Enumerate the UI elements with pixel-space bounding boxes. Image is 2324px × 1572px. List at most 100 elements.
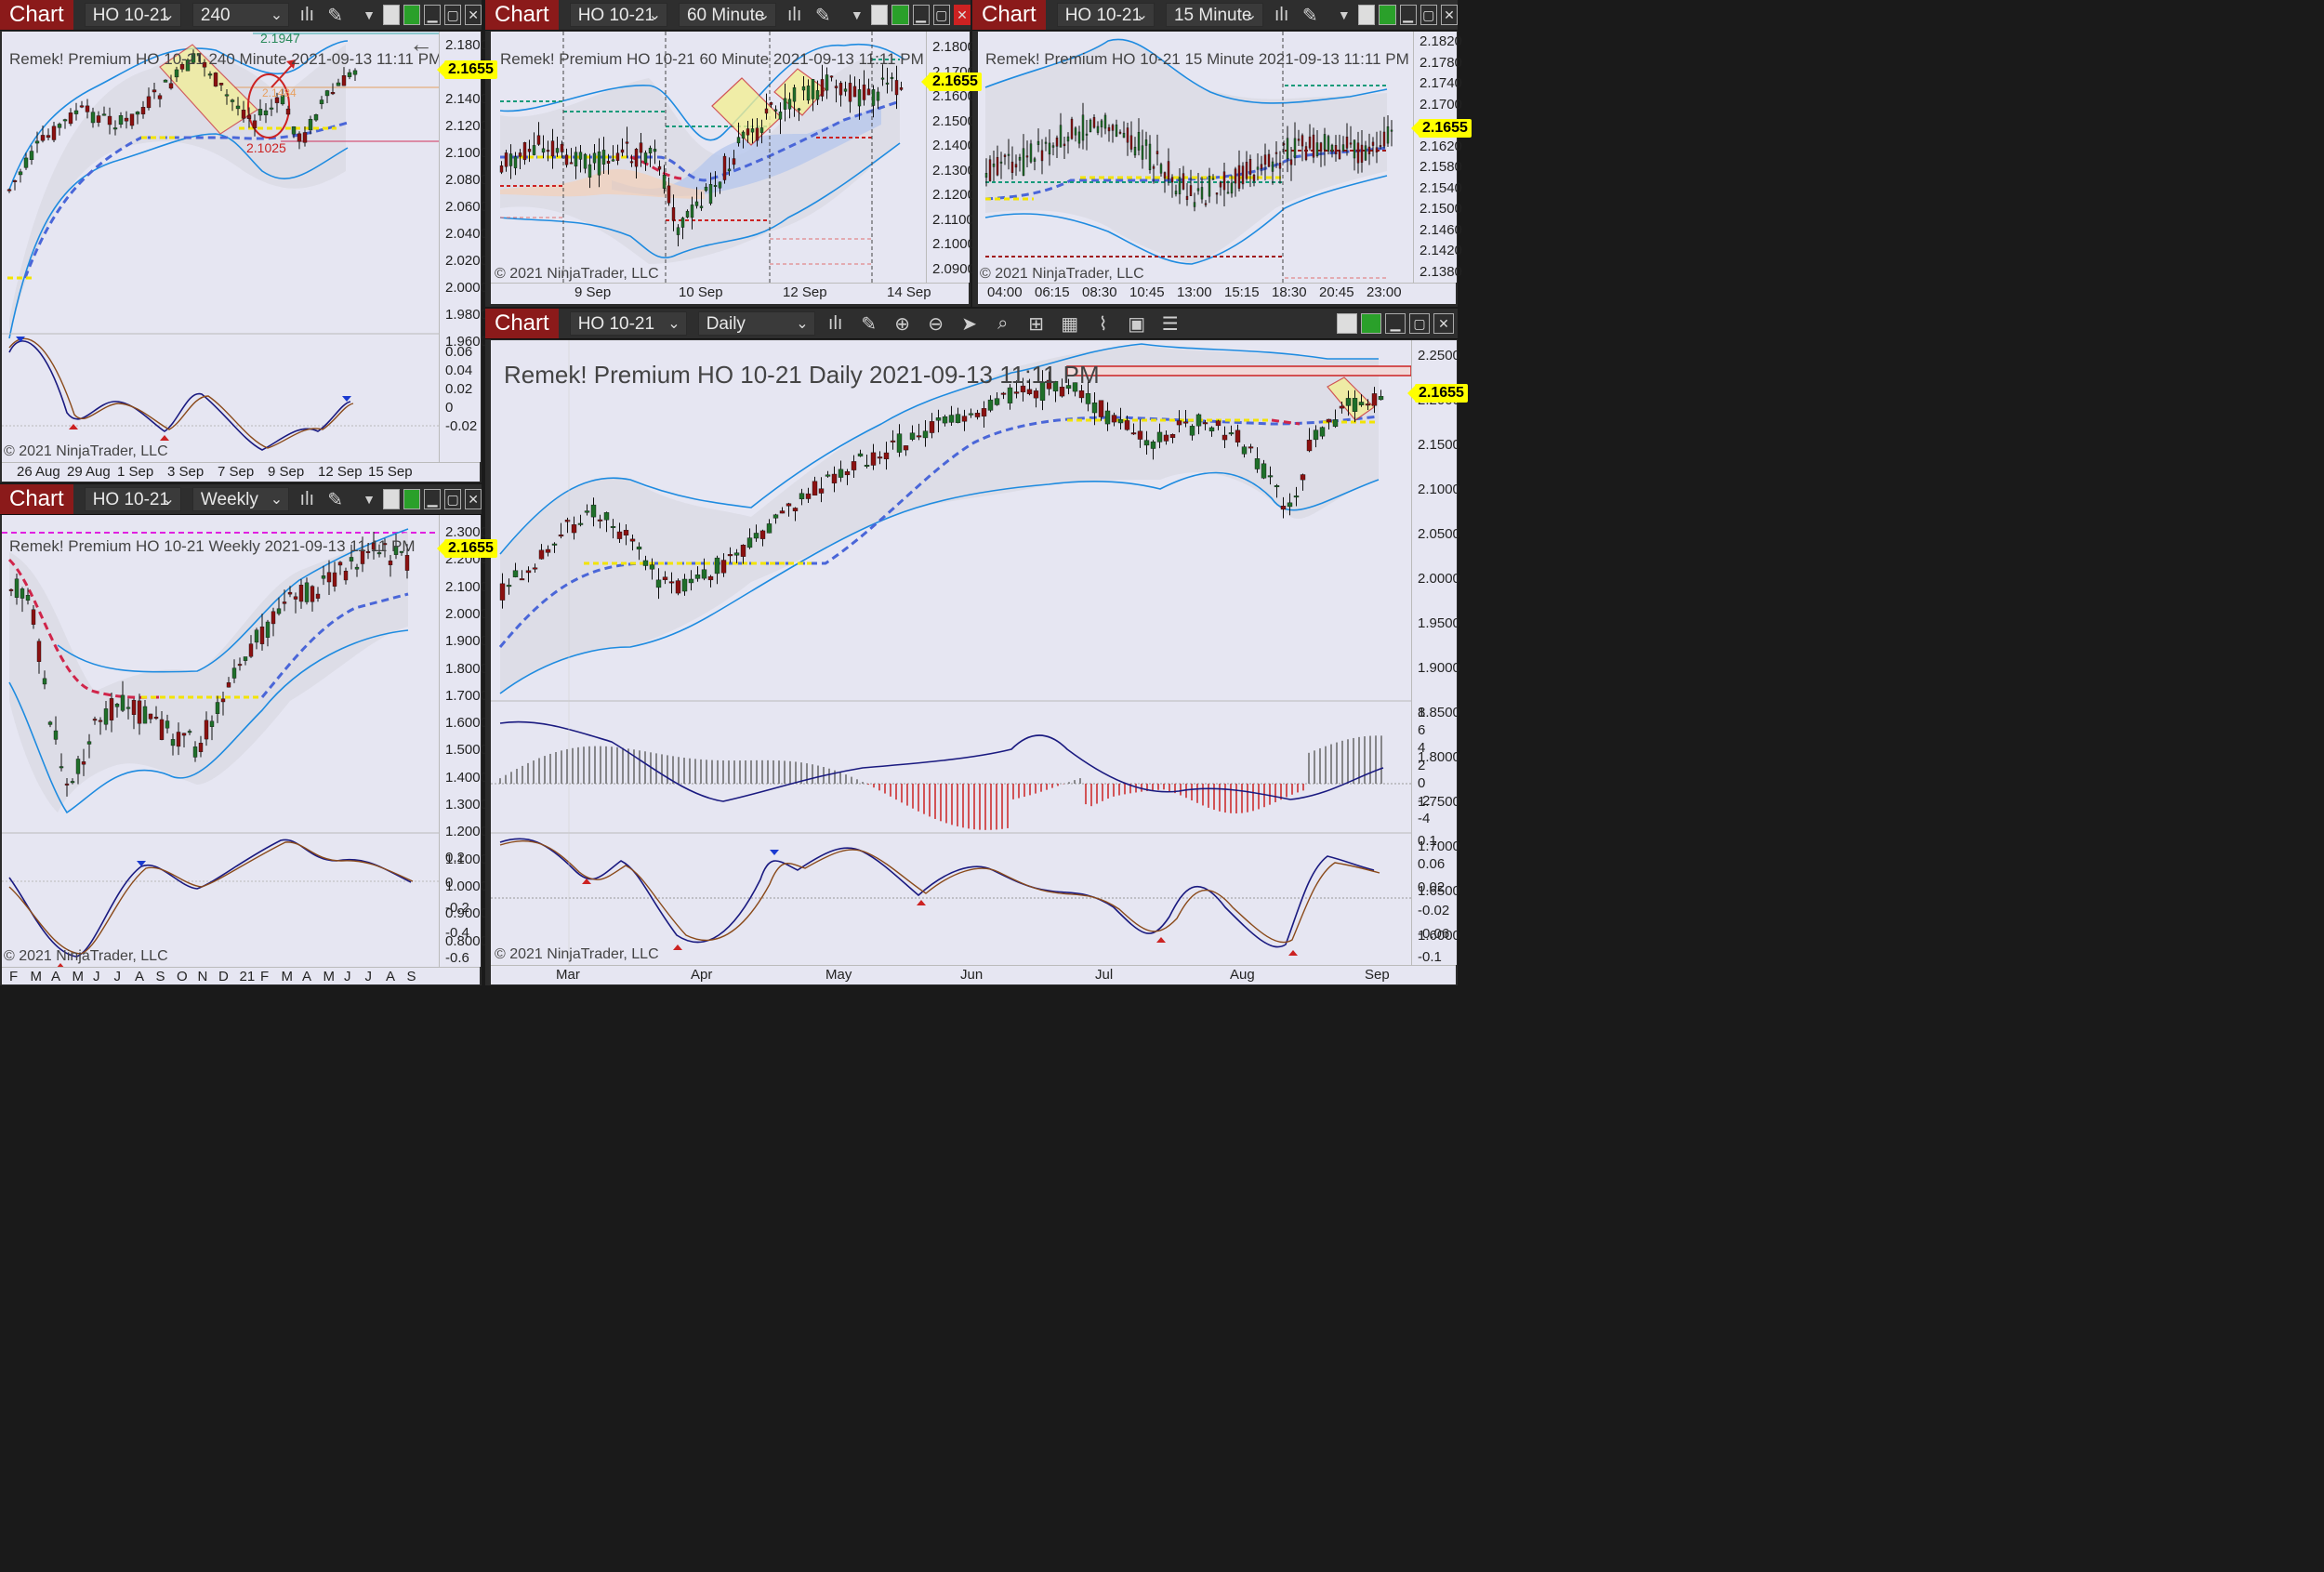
price-panel[interactable]: Remek! Premium HO 10-21 15 Minute 2021-0… [978,32,1413,283]
dropdown-arrow-icon[interactable]: ▼ [363,492,376,507]
minimize-icon[interactable]: ▁ [1399,5,1417,25]
chart-label[interactable]: Chart [0,0,73,30]
chart-label[interactable]: Chart [972,0,1046,30]
window-option-icon[interactable] [871,5,889,25]
chart-window-240min[interactable]: Chart HO 10-21⌄ 240 Minute⌄ ılı ✎ ▼ ▁ ▢ … [0,0,488,482]
dropdown-arrow-icon[interactable]: ▼ [850,7,864,22]
price-panel[interactable]: Remek! Premium HO 10-21 Daily 2021-09-13… [491,340,1411,965]
instrument-select[interactable]: HO 10-21 ⌄ [84,487,181,511]
link-green-icon[interactable] [891,5,909,25]
window-option-icon[interactable] [1337,313,1357,334]
price-axis[interactable]: 2.18202.17802.17402.17002.16602.16202.15… [1413,32,1462,283]
chart-label[interactable]: Chart [485,0,559,30]
time-axis[interactable]: F M A M J J A S O N D 21 F M A M J J A S [2,967,480,984]
zoom-in-icon[interactable]: ⊕ [894,313,911,335]
candle-body [40,135,46,141]
time-axis[interactable]: 9 Sep 10 Sep 12 Sep 14 Sep [491,283,969,304]
bar-type-icon[interactable]: ılı [827,312,843,334]
candle-body [1182,173,1185,190]
drawing-tool-icon[interactable]: ✎ [1301,5,1318,26]
back-arrow-icon[interactable]: ← [409,32,433,58]
maximize-icon[interactable]: ▢ [444,489,462,509]
x-tick-label: M [30,969,43,984]
price-panel[interactable]: 2.1947 2.1025 2.1484 ← Remek! Premium HO… [2,32,439,462]
chart-window-60min[interactable]: Chart HO 10-21 ⌄ 60 Minute ⌄ ılı ✎ ▼ ▁ ▢ ✕ [485,0,975,307]
interval-select[interactable]: Daily ⌄ [697,311,815,336]
templates-icon[interactable]: ▣ [1128,313,1146,335]
data-box-icon[interactable]: ⌕ [997,312,1009,334]
candle-body [639,142,643,153]
zoom-out-icon[interactable]: ⊖ [928,313,944,335]
candle-body [811,79,815,99]
chart-window-daily[interactable]: Chart HO 10-21 ⌄ Daily ⌄ ılı ✎ ⊕ ⊖ ➤ ⌕ ⊞ ▦… [485,309,1460,985]
chart-label[interactable]: Chart [0,484,73,514]
maximize-icon[interactable]: ▢ [1419,5,1437,25]
drawing-tool-icon[interactable]: ✎ [327,5,344,26]
close-icon[interactable]: ✕ [953,5,971,25]
close-icon[interactable]: ✕ [1433,313,1454,334]
price-axis[interactable]: 2.3000 2.2000 2.1000 2.0000 1.9000 1.8000 1.70… [439,515,488,967]
price-axis[interactable]: 2.1800 2.1700 2.1600 2.1500 2.1400 2.1300 2.12… [926,32,975,283]
price-panel[interactable]: Remek! Premium HO 10-21 Weekly 2021-09-1… [2,515,439,967]
close-icon[interactable]: ✕ [1440,5,1459,25]
instrument-select[interactable]: HO 10-21 ⌄ [1056,3,1155,27]
drawing-tool-icon[interactable]: ✎ [861,313,878,335]
window-option-icon[interactable] [1358,5,1376,25]
properties-icon[interactable]: ☰ [1161,313,1179,335]
time-axis[interactable]: Mar Apr May Jun Jul Aug Sep [491,965,1456,984]
minimize-icon[interactable]: ▁ [912,5,930,25]
candle-body [1308,136,1312,149]
interval-select[interactable]: 15 Minute ⌄ [1165,3,1264,27]
link-green-icon[interactable] [403,489,421,509]
window-option-icon[interactable] [383,5,401,25]
maximize-icon[interactable]: ▢ [1409,313,1430,334]
bar-type-icon[interactable]: ılı [299,4,315,25]
interval-select[interactable]: 240 Minute⌄ [191,3,290,49]
price-axis[interactable]: 2.25002.20002.15002.10002.05002.00001.95… [1411,340,1460,965]
bar-type-icon[interactable]: ılı [299,488,315,509]
interval-select[interactable]: 60 Minute ⌄ [678,3,777,27]
instrument-select[interactable]: HO 10-21 ⌄ [569,3,667,27]
candle-body [62,119,68,122]
link-green-icon[interactable] [1379,5,1396,25]
price-panel[interactable]: Remek! Premium HO 10-21 60 Minute 2021-0… [491,32,926,283]
y-tick-label: 2.1200 [932,187,975,203]
x-tick-label: D [218,969,229,984]
maximize-icon[interactable]: ▢ [444,5,462,25]
strategies-icon[interactable]: ⌇ [1098,313,1108,335]
time-axis[interactable]: 04:00 06:15 08:30 10:45 13:00 15:15 18:30 20:45… [978,283,1456,304]
price-axis[interactable]: 2.18002.16002.14002.12002.10002.08002.06… [439,32,488,462]
instrument-link-icon[interactable]: ⊞ [1028,313,1045,335]
bar-type-icon[interactable]: ılı [786,4,802,25]
y-tick-label: 2.0500 [1418,526,1460,542]
close-icon[interactable]: ✕ [465,489,482,509]
link-green-icon[interactable] [1361,313,1381,334]
pointer-icon[interactable]: ➤ [961,313,978,335]
chart-window-15min[interactable]: Chart HO 10-21 ⌄ 15 Minute ⌄ ılı ✎ ▼ ▁ ▢ ✕… [972,0,1462,307]
dropdown-arrow-icon[interactable]: ▼ [1337,7,1351,22]
instrument-select[interactable]: HO 10-21 ⌄ [84,3,181,27]
instrument-select[interactable]: HO 10-21 ⌄ [569,311,687,336]
candle-body [571,524,577,534]
minimize-icon[interactable]: ▁ [424,5,442,25]
minimize-icon[interactable]: ▁ [1385,313,1406,334]
maximize-icon[interactable]: ▢ [932,5,950,25]
chart-label[interactable]: Chart [485,309,559,338]
candle-body [34,140,40,144]
indicators-icon[interactable]: ▦ [1061,313,1079,335]
osc-tick-label: -0.2 [445,900,469,916]
window-option-icon[interactable] [383,489,401,509]
candle-body [662,576,668,580]
close-icon[interactable]: ✕ [465,5,482,25]
interval-select[interactable]: Weekly ⌄ [191,487,290,511]
link-green-icon[interactable] [403,5,421,25]
dropdown-arrow-icon[interactable]: ▼ [363,7,376,22]
candle-body [174,69,179,78]
drawing-tool-icon[interactable]: ✎ [814,5,831,26]
minimize-icon[interactable]: ▁ [424,489,442,509]
drawing-tool-icon[interactable]: ✎ [327,489,344,510]
time-axis[interactable]: 26 Aug 29 Aug 1 Sep 3 Sep 7 Sep 9 Sep 12 Sep 15… [2,462,480,482]
chart-window-weekly[interactable]: Chart HO 10-21 ⌄ Weekly ⌄ ılı ✎ ▼ ▁ ▢ ✕ Re [0,484,488,985]
bar-type-icon[interactable]: ılı [1274,4,1289,25]
candle-body [643,152,648,164]
